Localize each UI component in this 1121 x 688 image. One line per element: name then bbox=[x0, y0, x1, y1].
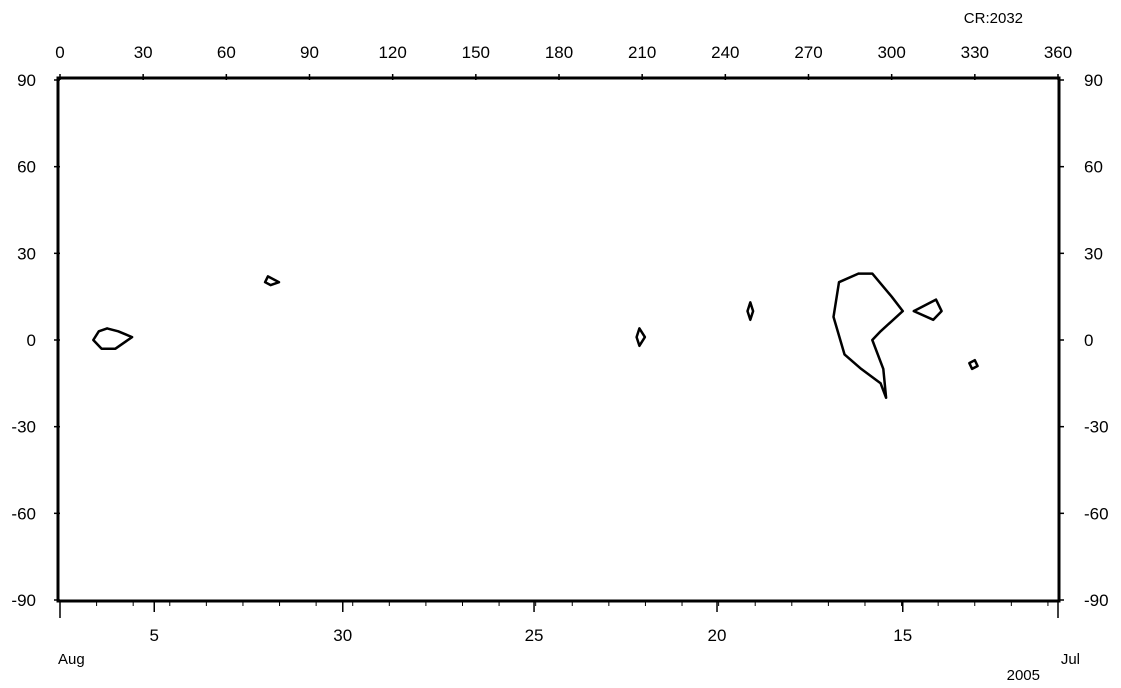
right-axis-tick-label: 60 bbox=[1084, 158, 1103, 177]
bottom-axis-day-label: 25 bbox=[525, 626, 544, 645]
bottom-axis-day-label: 5 bbox=[150, 626, 159, 645]
plot-frame bbox=[56, 76, 1061, 603]
left-axis-tick-label: -90 bbox=[11, 591, 36, 610]
left-axis-tick-label: 60 bbox=[17, 158, 36, 177]
top-axis-tick-label: 330 bbox=[961, 43, 989, 62]
contour-line bbox=[92, 327, 134, 350]
right-axis-tick-label: -90 bbox=[1084, 591, 1109, 610]
bottom-axis-day-label: 20 bbox=[708, 626, 727, 645]
right-axis-tick-label: 0 bbox=[1084, 331, 1093, 350]
bottom-axis-day-label: 15 bbox=[893, 626, 912, 645]
top-axis-tick-label: 300 bbox=[877, 43, 905, 62]
bottom-axis-month-label: Jul bbox=[1061, 651, 1080, 668]
top-axis-tick-label: 210 bbox=[628, 43, 656, 62]
top-axis-tick-label: 60 bbox=[217, 43, 236, 62]
contour-line bbox=[746, 301, 755, 322]
top-axis-tick-label: 150 bbox=[462, 43, 490, 62]
right-axis-tick-label: -30 bbox=[1084, 418, 1109, 437]
contour-line bbox=[912, 298, 943, 322]
year-label: 2005 bbox=[1007, 667, 1040, 684]
top-axis-tick-label: 360 bbox=[1044, 43, 1072, 62]
right-axis-tick-label: 90 bbox=[1084, 71, 1103, 90]
top-axis-tick-label: 240 bbox=[711, 43, 739, 62]
top-axis-tick-label: 30 bbox=[134, 43, 153, 62]
top-axis-tick-label: 270 bbox=[794, 43, 822, 62]
right-axis-tick-label: 30 bbox=[1084, 244, 1103, 263]
chart-title: CR:2032 bbox=[964, 10, 1023, 27]
contour-line bbox=[968, 358, 979, 371]
left-axis-tick-label: -30 bbox=[11, 418, 36, 437]
top-axis-tick-label: 90 bbox=[300, 43, 319, 62]
contour-line bbox=[832, 272, 905, 400]
top-axis-tick-label: 0 bbox=[55, 43, 64, 62]
left-axis-tick-label: 90 bbox=[17, 71, 36, 90]
contour-line bbox=[635, 327, 647, 348]
top-axis-tick-label: 180 bbox=[545, 43, 573, 62]
bottom-axis-day-label: 30 bbox=[333, 626, 352, 645]
bottom-axis-month-label: Aug bbox=[58, 651, 85, 668]
right-axis-tick-label: -60 bbox=[1084, 504, 1109, 523]
left-axis-tick-label: 0 bbox=[27, 331, 36, 350]
left-axis-tick-label: -60 bbox=[11, 504, 36, 523]
top-axis-tick-label: 120 bbox=[378, 43, 406, 62]
left-axis-tick-label: 30 bbox=[17, 244, 36, 263]
contour-line bbox=[263, 275, 281, 287]
